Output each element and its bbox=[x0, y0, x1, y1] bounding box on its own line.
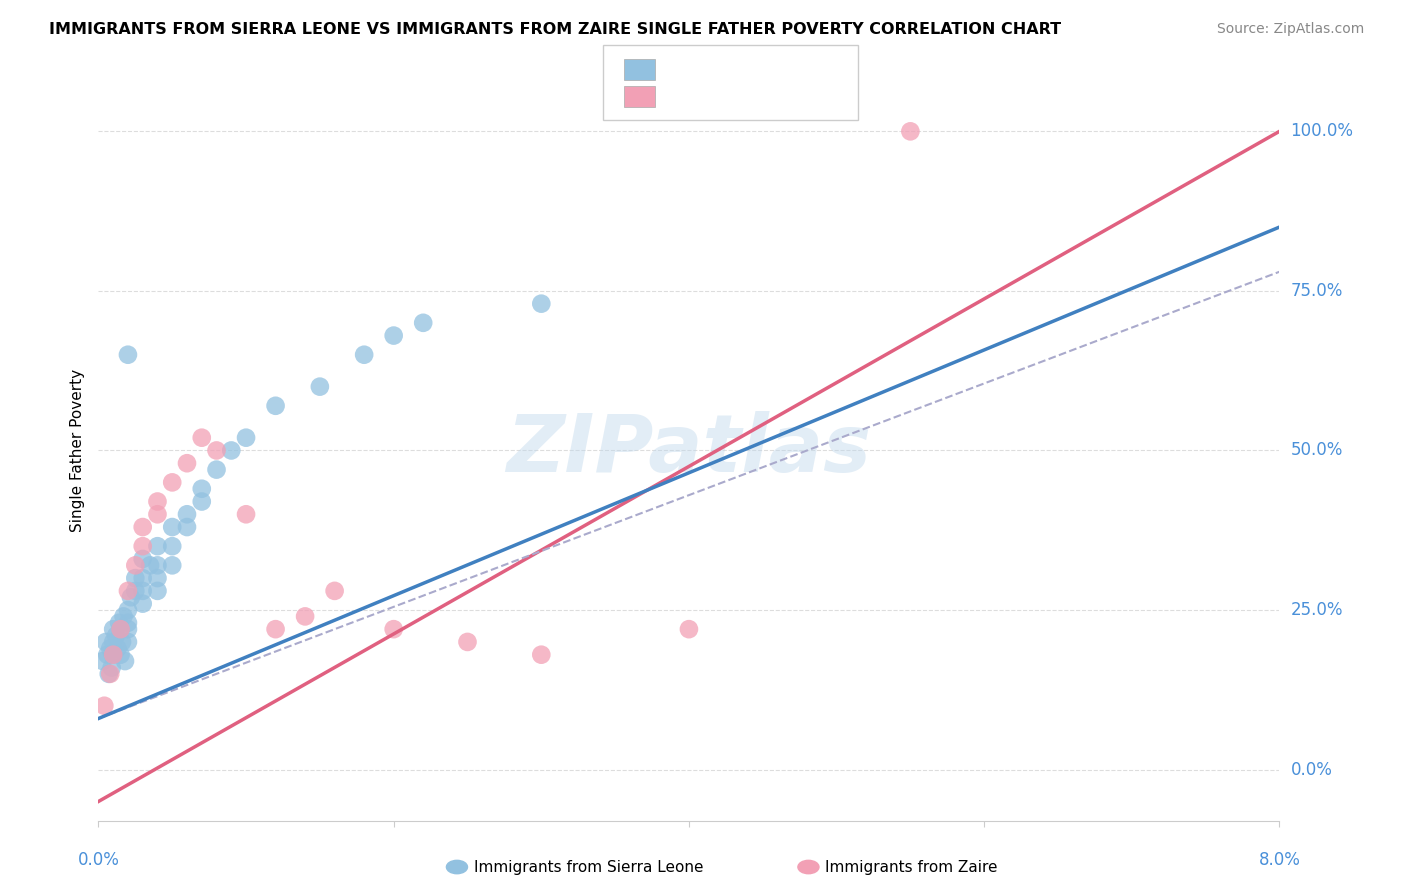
Point bbox=[264, 622, 287, 636]
Point bbox=[353, 348, 375, 362]
Point bbox=[146, 583, 169, 598]
Point bbox=[117, 348, 139, 362]
Point bbox=[117, 603, 139, 617]
Point bbox=[112, 609, 135, 624]
Point bbox=[146, 508, 169, 522]
Point bbox=[93, 698, 115, 713]
Text: 0.0%: 0.0% bbox=[1291, 761, 1333, 779]
Point bbox=[132, 571, 155, 585]
Point bbox=[124, 583, 146, 598]
Point bbox=[176, 520, 198, 534]
Point bbox=[678, 622, 700, 636]
Point bbox=[176, 456, 198, 470]
Point bbox=[530, 648, 553, 662]
Point bbox=[132, 539, 155, 553]
Point bbox=[105, 629, 128, 643]
Text: 50.0%: 50.0% bbox=[1291, 442, 1343, 459]
Text: 0.850: 0.850 bbox=[692, 87, 742, 105]
Point bbox=[103, 635, 125, 649]
Text: N =: N = bbox=[745, 61, 785, 78]
Point bbox=[412, 316, 434, 330]
Point bbox=[91, 654, 114, 668]
Point bbox=[139, 558, 162, 573]
Point bbox=[117, 615, 139, 630]
Point bbox=[132, 597, 155, 611]
Point bbox=[132, 583, 155, 598]
Point bbox=[96, 648, 118, 662]
Point bbox=[900, 124, 922, 138]
Y-axis label: Single Father Poverty: Single Father Poverty bbox=[69, 369, 84, 532]
Point bbox=[103, 622, 125, 636]
Point bbox=[114, 654, 136, 668]
Point bbox=[205, 462, 228, 476]
Point bbox=[98, 666, 121, 681]
Text: Immigrants from Sierra Leone: Immigrants from Sierra Leone bbox=[474, 860, 703, 874]
Point bbox=[146, 571, 169, 585]
Point bbox=[294, 609, 316, 624]
Point bbox=[530, 296, 553, 310]
Text: 0.414: 0.414 bbox=[692, 61, 744, 78]
Point bbox=[191, 431, 214, 445]
Text: 100.0%: 100.0% bbox=[1291, 122, 1354, 140]
Text: Immigrants from Zaire: Immigrants from Zaire bbox=[825, 860, 998, 874]
Point bbox=[162, 539, 183, 553]
Point bbox=[132, 520, 155, 534]
Point bbox=[110, 622, 132, 636]
Point bbox=[117, 622, 139, 636]
Point bbox=[124, 571, 146, 585]
Text: IMMIGRANTS FROM SIERRA LEONE VS IMMIGRANTS FROM ZAIRE SINGLE FATHER POVERTY CORR: IMMIGRANTS FROM SIERRA LEONE VS IMMIGRAN… bbox=[49, 22, 1062, 37]
Point bbox=[103, 648, 125, 662]
Text: 23: 23 bbox=[776, 87, 799, 105]
Point bbox=[108, 615, 131, 630]
Text: 25.0%: 25.0% bbox=[1291, 601, 1343, 619]
Point bbox=[124, 558, 146, 573]
Point bbox=[382, 328, 405, 343]
Text: 75.0%: 75.0% bbox=[1291, 282, 1343, 300]
Point bbox=[457, 635, 479, 649]
Point bbox=[110, 648, 132, 662]
Point bbox=[146, 494, 169, 508]
Point bbox=[94, 635, 117, 649]
Point bbox=[205, 443, 228, 458]
Point bbox=[191, 482, 214, 496]
Point bbox=[110, 622, 132, 636]
Point bbox=[176, 508, 198, 522]
Point bbox=[117, 583, 139, 598]
Point bbox=[100, 660, 122, 674]
Text: N =: N = bbox=[745, 87, 785, 105]
Text: 50: 50 bbox=[776, 61, 799, 78]
Point bbox=[323, 583, 346, 598]
Text: R =: R = bbox=[661, 61, 700, 78]
Point bbox=[120, 591, 142, 605]
Point bbox=[97, 666, 120, 681]
Text: 0.0%: 0.0% bbox=[77, 851, 120, 869]
Point bbox=[235, 431, 257, 445]
Point bbox=[162, 558, 183, 573]
Point bbox=[103, 648, 125, 662]
Point bbox=[107, 641, 129, 656]
Point bbox=[132, 552, 155, 566]
Point bbox=[235, 508, 257, 522]
Text: R =: R = bbox=[661, 87, 700, 105]
Text: ZIPatlas: ZIPatlas bbox=[506, 411, 872, 490]
Point bbox=[98, 641, 121, 656]
Point bbox=[111, 635, 134, 649]
Point bbox=[221, 443, 243, 458]
Point bbox=[162, 520, 183, 534]
Point bbox=[382, 622, 405, 636]
Point bbox=[146, 558, 169, 573]
Text: Source: ZipAtlas.com: Source: ZipAtlas.com bbox=[1216, 22, 1364, 37]
Point bbox=[162, 475, 183, 490]
Text: 8.0%: 8.0% bbox=[1258, 851, 1301, 869]
Point bbox=[264, 399, 287, 413]
Point bbox=[117, 635, 139, 649]
Point bbox=[191, 494, 214, 508]
Point bbox=[309, 379, 332, 393]
Point bbox=[146, 539, 169, 553]
